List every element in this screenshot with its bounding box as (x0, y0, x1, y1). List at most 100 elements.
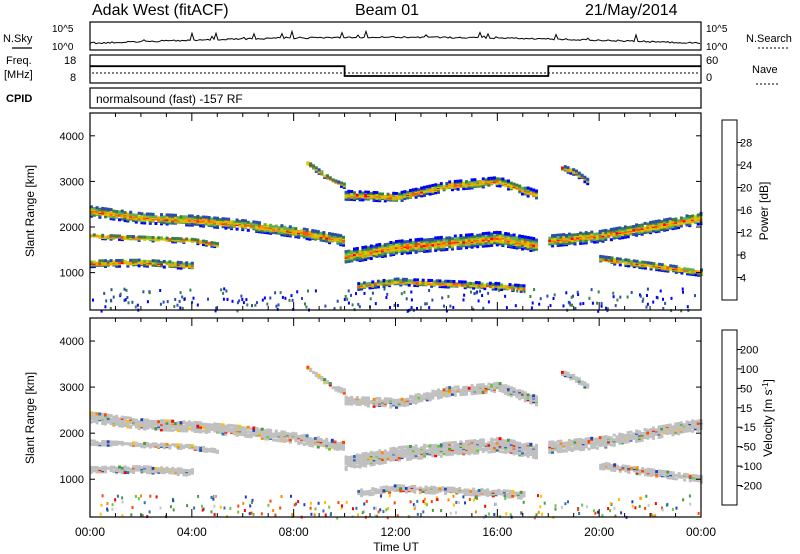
scatter-cell (504, 392, 508, 396)
scatter-cell (632, 225, 636, 228)
scatter-cell (143, 465, 147, 469)
scatter-cell (439, 446, 443, 450)
scatter-cell (490, 443, 494, 447)
scatter-cell (188, 443, 191, 447)
scatter-cell (488, 281, 492, 285)
scatter-cell (621, 259, 625, 263)
scatter-cell (90, 420, 93, 424)
scatter-cell (479, 442, 482, 446)
nave-tick-bottom: 0 (706, 72, 712, 84)
scatter-cell (137, 211, 141, 215)
scatter-cell (266, 437, 270, 441)
scatter-cell (123, 211, 127, 215)
scatter-cell (392, 191, 396, 195)
scatter-cell (599, 254, 603, 258)
scatter-cell (238, 424, 242, 428)
scatter-cell (584, 231, 588, 235)
scatter-cell (390, 281, 394, 285)
scatter-cell (118, 237, 121, 241)
scatter-cell (518, 184, 522, 188)
noise-cell (162, 300, 165, 304)
scatter-cell (512, 246, 516, 249)
scatter-cell (484, 244, 488, 248)
noise-cell (215, 306, 218, 310)
scatter-cell (238, 224, 242, 228)
scatter-cell (584, 239, 588, 243)
scatter-cell (654, 219, 658, 223)
scatter-cell (140, 466, 144, 470)
scatter-cell (462, 238, 466, 242)
scatter-cell (383, 454, 387, 457)
scatter-cell (691, 214, 695, 218)
scatter-cell (109, 421, 113, 424)
noise-cell (276, 307, 279, 311)
scatter-cell (118, 465, 121, 469)
scatter-cell (509, 234, 513, 238)
noise-cell (641, 299, 644, 303)
scatter-cell (176, 473, 180, 477)
freq-tick-bottom: 8 (70, 72, 76, 84)
noise-cell (92, 298, 94, 302)
scatter-cell (535, 238, 538, 242)
scatter-cell (604, 238, 608, 241)
scatter-cell (515, 236, 519, 240)
scatter-cell (140, 235, 144, 239)
scatter-cell (199, 423, 203, 427)
scatter-cell (174, 216, 177, 219)
scatter-cell (521, 186, 524, 190)
scatter-cell (336, 447, 340, 451)
scatter-cell (350, 250, 354, 254)
scatter-cell (512, 233, 516, 237)
scatter-cell (118, 259, 121, 262)
scatter-cell (342, 443, 345, 447)
scatter-cell (467, 447, 471, 451)
scatter-cell (134, 258, 138, 262)
scatter-cell (162, 442, 166, 446)
scatter-cell (403, 398, 407, 402)
scatter-cell (216, 422, 219, 426)
noise-cell (196, 303, 199, 307)
scatter-cell (120, 415, 124, 419)
scatter-cell (95, 470, 99, 474)
scatter-cell (409, 248, 412, 252)
scatter-cell (230, 220, 233, 224)
scatter-cell (579, 231, 583, 235)
scatter-cell (120, 440, 124, 444)
scatter-cell (101, 233, 105, 237)
noise-cell (261, 298, 264, 302)
noise-cell (263, 296, 266, 300)
scatter-cell (586, 182, 590, 186)
scatter-cell (518, 389, 522, 393)
scatter-cell (364, 454, 368, 458)
scatter-cell (417, 237, 421, 241)
scatter-cell (697, 272, 701, 276)
scatter-cell (347, 396, 351, 400)
scatter-cell (118, 210, 121, 214)
scatter-cell (372, 451, 376, 455)
scatter-cell (305, 437, 309, 441)
scatter-cell (480, 282, 484, 286)
freq-unit-label: [MHz] (4, 69, 33, 81)
scatter-cell (677, 266, 681, 270)
scatter-cell (666, 266, 670, 270)
scatter-cell (397, 192, 401, 196)
noise-cell (612, 295, 615, 299)
noise-cell (552, 297, 555, 300)
scatter-cell (188, 222, 191, 226)
scatter-cell (644, 266, 647, 270)
scatter-cell (694, 270, 698, 273)
noise-cell (279, 291, 282, 295)
scatter-cell (569, 168, 573, 172)
scatter-cell (481, 244, 485, 248)
noise-cell (355, 292, 357, 296)
scatter-cell (204, 422, 208, 426)
scatter-cell (410, 279, 414, 283)
scatter-cell (104, 440, 107, 444)
scatter-cell (487, 231, 491, 235)
noise-cell (646, 302, 649, 306)
scatter-cell (260, 427, 264, 431)
scatter-cell (280, 430, 284, 434)
scatter-cell (573, 236, 577, 240)
scatter-cell (521, 443, 524, 447)
scatter-cell (459, 451, 463, 455)
